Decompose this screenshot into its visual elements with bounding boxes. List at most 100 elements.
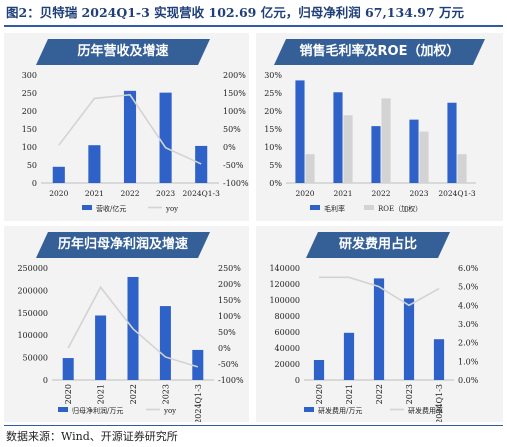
y-tick-label: 30% bbox=[264, 71, 282, 80]
legend-swatch bbox=[82, 205, 92, 210]
bar bbox=[62, 358, 74, 380]
bar bbox=[457, 154, 467, 183]
legend-label: 营收/亿元 bbox=[96, 204, 126, 213]
figure-title: 图2：贝特瑞 2024Q1-3 实现营收 102.69 亿元，归母净利润 67,… bbox=[6, 5, 464, 20]
bar bbox=[403, 298, 415, 380]
y-tick-label: 200000 bbox=[17, 286, 48, 295]
bar bbox=[305, 154, 315, 183]
y2-tick-label: 5.0% bbox=[458, 283, 479, 292]
bar bbox=[159, 306, 171, 380]
title-rule bbox=[4, 25, 503, 27]
panel-title-rnd: 研发费用占比 bbox=[306, 232, 450, 258]
legend-label: yoy bbox=[163, 407, 176, 415]
chart-title-rnd: 研发费用占比 bbox=[338, 237, 417, 252]
x-tick-label: 2021 bbox=[85, 189, 104, 198]
panel-revenue: 0 50 100 150 200 250 300 -100% -50% 0% 50% 100% 150%… bbox=[4, 33, 249, 221]
x-tick-label: 2020 bbox=[64, 384, 73, 404]
x-tick-label: 2022 bbox=[371, 189, 390, 198]
y-tick-label: 0 bbox=[295, 376, 300, 385]
y-tick-label: 10% bbox=[264, 143, 282, 152]
x-tick-label: 2022 bbox=[375, 384, 384, 404]
bar bbox=[371, 126, 381, 183]
y2-tick-label: 0% bbox=[218, 344, 231, 353]
legend-label: yoy bbox=[165, 205, 178, 213]
bar bbox=[381, 98, 391, 183]
y-tick-label: 80000 bbox=[275, 312, 300, 321]
y2-tick-label: 100% bbox=[223, 107, 246, 116]
x-tick-label: 2022 bbox=[120, 189, 139, 198]
bar bbox=[419, 131, 429, 183]
y2-tick-label: 100% bbox=[218, 312, 241, 321]
x-tick-label: 2020 bbox=[49, 189, 68, 198]
x-tick-label: 2021 bbox=[333, 189, 352, 198]
y-tick-label: 40000 bbox=[275, 344, 300, 353]
y-tick-label: 250 bbox=[22, 89, 37, 98]
y-tick-label: 100 bbox=[22, 143, 37, 152]
y-tick-label: 60000 bbox=[275, 328, 300, 337]
y-tick-label: 140000 bbox=[269, 264, 300, 273]
x-tick-label: 2020 bbox=[295, 189, 314, 198]
bar bbox=[409, 119, 419, 183]
chart-net-profit: 0 50000 100000 150000 200000 250000 -100% -50% 0… bbox=[17, 264, 244, 422]
bar bbox=[433, 339, 445, 380]
chart-rnd: 0 20000 40000 60000 80000 100000 120000 140000 0… bbox=[269, 264, 479, 422]
bar bbox=[88, 145, 101, 183]
source-note: 数据来源：Wind、开源证券研究所 bbox=[6, 430, 178, 443]
bar bbox=[159, 92, 172, 183]
y-tick-label: 150 bbox=[22, 125, 37, 134]
title-tab-right bbox=[438, 232, 450, 258]
x-tick-label: 2023 bbox=[161, 384, 170, 404]
y-tick-label: 300 bbox=[22, 71, 37, 80]
x-tick-label: 2021 bbox=[345, 384, 354, 404]
y2-tick-label: -100% bbox=[218, 376, 244, 385]
panel-title-revenue: 历年营收及增速 bbox=[36, 39, 210, 65]
chart-revenue: 0 50 100 150 200 250 300 -100% -50% 0% 50% 100% 150%… bbox=[22, 71, 249, 213]
x-tick-label: 2022 bbox=[129, 384, 138, 404]
panel-net-profit: 0 50000 100000 150000 200000 250000 -100% -50% 0… bbox=[4, 226, 249, 422]
panel-title-margin: 销售毛利率及ROE（加权） bbox=[274, 39, 485, 65]
y2-tick-label: -50% bbox=[223, 161, 244, 170]
x-tick-label: 2024Q1-3 bbox=[435, 384, 444, 422]
y-tick-label: 0 bbox=[43, 376, 48, 385]
x-tick-label: 2023 bbox=[409, 189, 428, 198]
bar bbox=[313, 360, 325, 380]
chart-title-revenue: 历年营收及增速 bbox=[77, 44, 169, 59]
y-tick-label: 250000 bbox=[17, 264, 48, 273]
title-tab-left bbox=[306, 232, 318, 258]
x-tick-label: 2023 bbox=[405, 384, 414, 404]
y2-tick-label: 250% bbox=[218, 264, 241, 273]
title-tab-right bbox=[198, 39, 210, 65]
y-tick-label: 20% bbox=[264, 107, 282, 116]
y2-tick-label: 50% bbox=[223, 125, 241, 134]
y-tick-label: 50000 bbox=[23, 354, 48, 363]
bar bbox=[52, 166, 65, 183]
y-tick-label: 0% bbox=[269, 179, 282, 188]
legend-label: 归母净利润/万元 bbox=[72, 406, 123, 415]
legend-swatch bbox=[364, 205, 374, 210]
y2-tick-label: 150% bbox=[218, 296, 241, 305]
x-tick-label: 2024Q1-3 bbox=[194, 384, 203, 422]
bar bbox=[95, 315, 107, 380]
bar bbox=[123, 90, 137, 183]
y2-tick-label: 6.0% bbox=[458, 264, 479, 273]
y2-tick-label: -50% bbox=[218, 360, 239, 369]
title-tab-left bbox=[36, 39, 48, 65]
y2-tick-label: -100% bbox=[223, 179, 249, 188]
bar bbox=[192, 349, 204, 380]
legend-label: ROE（加权） bbox=[378, 204, 422, 213]
y-tick-label: 0 bbox=[32, 179, 37, 188]
y-tick-label: 100000 bbox=[269, 296, 300, 305]
bar bbox=[295, 80, 305, 183]
y2-tick-label: 0.0% bbox=[458, 376, 479, 385]
panel-rnd: 0 20000 40000 60000 80000 100000 120000 140000 0… bbox=[256, 226, 503, 422]
bar bbox=[343, 332, 355, 380]
y2-tick-label: 4.0% bbox=[458, 301, 479, 310]
chart-title-margin: 销售毛利率及ROE（加权） bbox=[299, 44, 460, 59]
y2-tick-label: 200% bbox=[223, 71, 246, 80]
y2-tick-label: 200% bbox=[218, 280, 241, 289]
y-tick-label: 15% bbox=[264, 125, 282, 134]
bar bbox=[333, 92, 343, 183]
bar bbox=[195, 145, 208, 183]
y-tick-label: 20000 bbox=[275, 360, 300, 369]
legend-swatch bbox=[304, 407, 314, 412]
